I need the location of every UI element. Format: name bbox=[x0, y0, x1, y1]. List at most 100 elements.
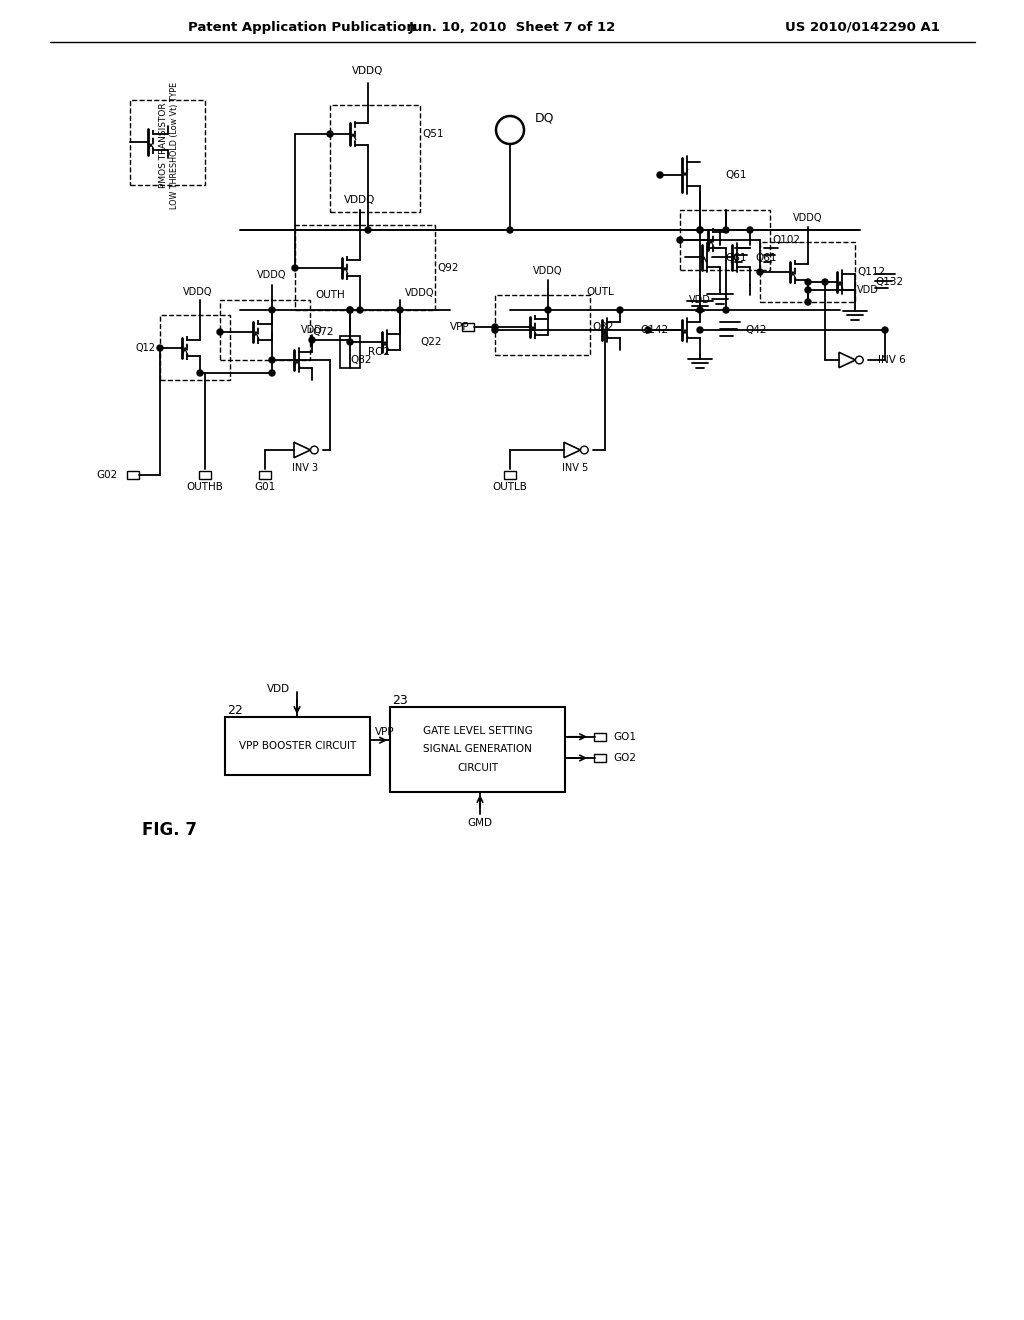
Text: Q12: Q12 bbox=[135, 343, 155, 352]
Text: Q61: Q61 bbox=[725, 253, 746, 263]
Circle shape bbox=[723, 227, 729, 234]
Text: 22: 22 bbox=[227, 705, 243, 718]
Circle shape bbox=[269, 370, 275, 376]
Text: PMOS TRANSISTOR: PMOS TRANSISTOR bbox=[159, 102, 168, 187]
Circle shape bbox=[822, 279, 828, 285]
Text: VDDQ: VDDQ bbox=[257, 271, 287, 280]
Bar bbox=[295, 224, 435, 310]
Text: VDDQ: VDDQ bbox=[406, 288, 434, 298]
Circle shape bbox=[347, 308, 353, 313]
Text: Q61: Q61 bbox=[725, 170, 746, 180]
Text: Q61: Q61 bbox=[755, 253, 776, 263]
Text: Q32: Q32 bbox=[592, 322, 613, 333]
Text: Q142: Q142 bbox=[640, 325, 668, 335]
Text: GO1: GO1 bbox=[613, 731, 636, 742]
Text: US 2010/0142290 A1: US 2010/0142290 A1 bbox=[785, 21, 940, 33]
Text: Q102: Q102 bbox=[772, 235, 800, 246]
Text: Q22: Q22 bbox=[420, 337, 441, 347]
Bar bbox=[225, 717, 370, 775]
Text: CIRCUIT: CIRCUIT bbox=[457, 763, 498, 774]
Text: GMD: GMD bbox=[468, 818, 493, 828]
Text: G02: G02 bbox=[96, 470, 118, 480]
Text: Q92: Q92 bbox=[437, 263, 459, 273]
Circle shape bbox=[746, 227, 753, 234]
Circle shape bbox=[697, 327, 703, 333]
Circle shape bbox=[492, 327, 498, 333]
Bar bbox=[462, 323, 474, 331]
Circle shape bbox=[269, 308, 275, 313]
Circle shape bbox=[697, 308, 703, 313]
Circle shape bbox=[492, 323, 498, 330]
Text: VDDQ: VDDQ bbox=[794, 213, 822, 223]
Bar bbox=[160, 315, 230, 380]
Text: INV 6: INV 6 bbox=[878, 355, 906, 366]
Circle shape bbox=[882, 327, 888, 333]
Circle shape bbox=[347, 339, 353, 345]
Bar bbox=[127, 471, 139, 479]
Circle shape bbox=[617, 308, 623, 313]
Text: OUTL: OUTL bbox=[586, 286, 613, 297]
Text: Jun. 10, 2010  Sheet 7 of 12: Jun. 10, 2010 Sheet 7 of 12 bbox=[409, 21, 615, 33]
Bar bbox=[504, 471, 516, 479]
Circle shape bbox=[157, 345, 163, 351]
Bar bbox=[220, 300, 310, 360]
Circle shape bbox=[347, 308, 353, 313]
Text: 23: 23 bbox=[392, 694, 408, 708]
Bar bbox=[594, 733, 606, 741]
Text: FIG. 7: FIG. 7 bbox=[142, 821, 197, 840]
Text: Patent Application Publication: Patent Application Publication bbox=[188, 21, 416, 33]
Text: INV 3: INV 3 bbox=[292, 463, 318, 473]
Circle shape bbox=[309, 337, 315, 343]
Text: OUTHB: OUTHB bbox=[186, 482, 223, 492]
Bar bbox=[330, 106, 420, 213]
Bar bbox=[340, 337, 360, 368]
Circle shape bbox=[217, 329, 223, 335]
Text: VDD: VDD bbox=[689, 294, 711, 305]
Text: VDD: VDD bbox=[857, 285, 879, 294]
Text: VDDQ: VDDQ bbox=[352, 66, 384, 77]
Bar bbox=[680, 210, 770, 271]
Text: VDD: VDD bbox=[267, 684, 290, 694]
Bar bbox=[495, 294, 590, 355]
Circle shape bbox=[805, 286, 811, 293]
Text: Q82: Q82 bbox=[350, 355, 372, 366]
Text: Q112: Q112 bbox=[857, 267, 885, 277]
Circle shape bbox=[507, 227, 513, 234]
Text: RO2: RO2 bbox=[368, 347, 390, 356]
Text: VDDQ: VDDQ bbox=[183, 286, 213, 297]
Circle shape bbox=[657, 172, 663, 178]
Text: VDDQ: VDDQ bbox=[344, 195, 376, 205]
Text: GO2: GO2 bbox=[613, 752, 636, 763]
Text: VPP: VPP bbox=[451, 322, 470, 333]
Text: VPP: VPP bbox=[375, 727, 395, 737]
Circle shape bbox=[697, 227, 703, 234]
Circle shape bbox=[197, 370, 203, 376]
Text: LOW THRESHOLD (Low Vt) TYPE: LOW THRESHOLD (Low Vt) TYPE bbox=[171, 82, 179, 209]
Text: OUTLB: OUTLB bbox=[493, 482, 527, 492]
Circle shape bbox=[357, 308, 362, 313]
Text: VDD: VDD bbox=[301, 325, 323, 335]
Circle shape bbox=[365, 227, 371, 234]
Circle shape bbox=[805, 279, 811, 285]
Bar bbox=[390, 708, 565, 792]
Circle shape bbox=[292, 265, 298, 271]
Circle shape bbox=[269, 356, 275, 363]
Bar bbox=[760, 242, 855, 302]
Text: DQ: DQ bbox=[535, 111, 555, 124]
Text: Q132: Q132 bbox=[874, 277, 903, 286]
Text: OUTH: OUTH bbox=[315, 290, 345, 300]
Text: VDDQ: VDDQ bbox=[534, 267, 563, 276]
Circle shape bbox=[805, 300, 811, 305]
Circle shape bbox=[645, 327, 651, 333]
Circle shape bbox=[677, 238, 683, 243]
Text: Q42: Q42 bbox=[745, 325, 767, 335]
Text: Q72: Q72 bbox=[312, 327, 334, 337]
Bar bbox=[199, 471, 211, 479]
Circle shape bbox=[397, 308, 403, 313]
Circle shape bbox=[327, 131, 333, 137]
Bar bbox=[130, 100, 205, 185]
Text: GATE LEVEL SETTING: GATE LEVEL SETTING bbox=[423, 726, 532, 735]
Bar bbox=[259, 471, 271, 479]
Text: VPP BOOSTER CIRCUIT: VPP BOOSTER CIRCUIT bbox=[239, 741, 356, 751]
Circle shape bbox=[545, 308, 551, 313]
